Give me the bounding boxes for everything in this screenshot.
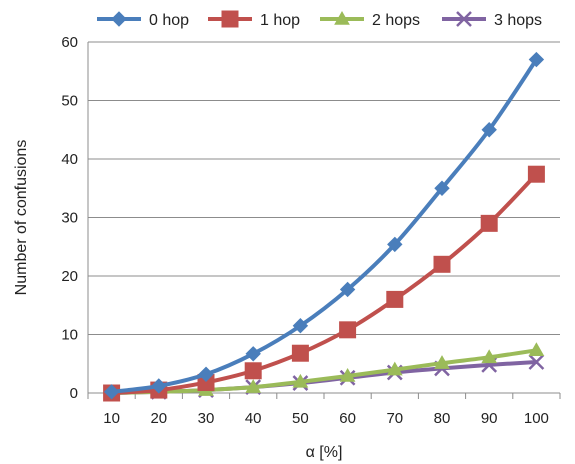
data-point [151, 378, 167, 394]
data-point [481, 122, 497, 138]
legend-marker [221, 10, 239, 28]
legend-marker [334, 10, 350, 25]
series-line [111, 58, 539, 394]
legend-marker [111, 11, 127, 27]
data-point [434, 180, 450, 196]
legend-item-1-hop: 1 hop [208, 10, 300, 29]
x-tick-label: 10 [103, 410, 120, 427]
x-tick-label: 70 [386, 410, 403, 427]
data-point [528, 51, 545, 68]
data-point [434, 355, 450, 369]
data-point [387, 236, 403, 253]
x-marker-stroke [456, 11, 472, 27]
data-point [245, 346, 261, 362]
legend-item-2-hops: 2 hops [320, 10, 420, 29]
x-tick-label: 50 [292, 410, 309, 427]
series-0-hop [103, 51, 545, 400]
y-tick-label: 60 [61, 34, 78, 51]
data-point [244, 362, 262, 380]
series-1-hop [103, 165, 545, 402]
series-line [111, 348, 537, 395]
y-tick-label: 30 [61, 210, 78, 227]
legend-label: 1 hop [260, 12, 300, 29]
y-axis-label: Number of confusions [13, 140, 30, 296]
legend-label: 2 hops [372, 12, 420, 29]
data-point [339, 368, 356, 382]
x-tick-label: 100 [524, 410, 549, 427]
y-tick-label: 0 [70, 385, 78, 402]
y-tick-label: 40 [61, 151, 78, 168]
legend-label: 3 hops [494, 12, 542, 29]
series-line [111, 172, 538, 395]
data-point [528, 354, 545, 370]
data-point [291, 344, 309, 362]
x-tick-label: 60 [339, 410, 356, 427]
data-point [481, 349, 498, 364]
data-point [480, 214, 498, 232]
legend-label: 0 hop [149, 12, 189, 29]
series-layer [103, 51, 545, 402]
x-axis-label: α [%] [306, 444, 343, 461]
data-point [528, 342, 545, 357]
legend: 0 hop 1 hop 2 hops 3 hops [97, 10, 542, 29]
data-point [245, 379, 262, 393]
y-tick-label: 10 [61, 327, 78, 344]
y-tick-label: 50 [61, 93, 78, 110]
data-point [339, 321, 357, 339]
data-point [292, 373, 309, 388]
data-point [292, 318, 309, 334]
data-point [527, 165, 545, 183]
data-point [198, 366, 214, 382]
legend-item-0-hop: 0 hop [97, 11, 189, 29]
data-point [103, 384, 120, 400]
data-point [386, 361, 403, 376]
x-tick-label: 30 [198, 410, 215, 427]
grid-lines [88, 41, 560, 335]
x-marker-stroke [528, 354, 545, 370]
x-tick-label: 20 [150, 410, 167, 427]
x-tick-label: 40 [245, 410, 262, 427]
data-point [433, 255, 451, 273]
legend-item-3-hops: 3 hops [442, 11, 542, 29]
data-point [386, 290, 404, 308]
data-point [339, 281, 356, 298]
x-tick-label: 80 [434, 410, 451, 427]
legend-marker [456, 11, 472, 27]
x-tick-label: 90 [481, 410, 498, 427]
y-tick-label: 20 [61, 268, 78, 285]
